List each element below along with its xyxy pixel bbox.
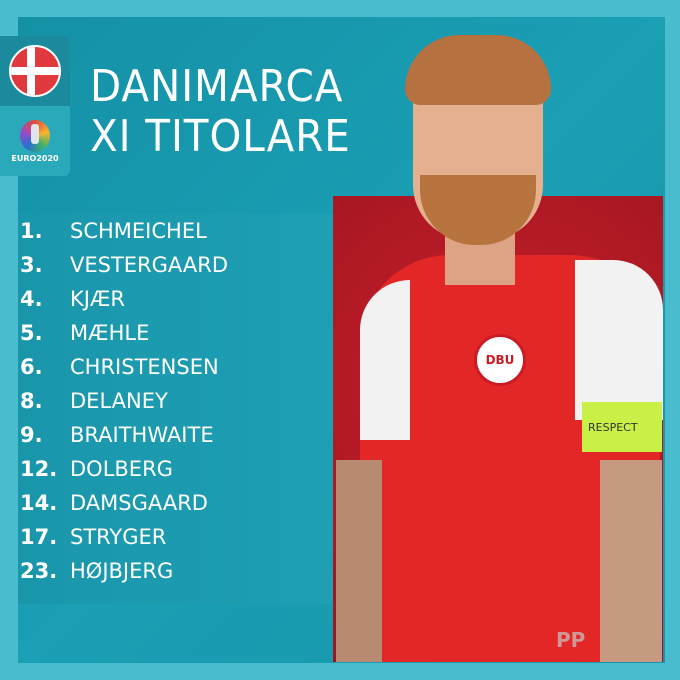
player-row: 14. DAMSGAARD	[20, 486, 208, 520]
title-line-2: XI TITOLARE	[90, 111, 351, 162]
player-number: 4.	[20, 287, 43, 311]
watermark: PP	[556, 628, 586, 652]
player-number: 12.	[20, 457, 58, 481]
player-row: 5. MÆHLE	[20, 316, 149, 350]
player-name: DELANEY	[70, 389, 168, 413]
player-row: 9. BRAITHWAITE	[20, 418, 214, 452]
player-row: 12. DOLBERG	[20, 452, 173, 486]
player-arm-right	[600, 460, 662, 662]
player-row: 23. HØJBJERG	[20, 554, 173, 588]
player-row: 4. KJÆR	[20, 282, 125, 316]
denmark-flag-icon	[9, 45, 61, 97]
player-row: 17. STRYGER	[20, 520, 166, 554]
player-name: DAMSGAARD	[70, 491, 208, 515]
player-arm-left	[336, 460, 382, 662]
shirt-sleeve-left	[360, 280, 410, 440]
badge-tab: EURO2020	[0, 36, 70, 176]
player-name: MÆHLE	[70, 321, 150, 345]
player-number: 17.	[20, 525, 58, 549]
player-name: VESTERGAARD	[70, 253, 229, 277]
player-name: BRAITHWAITE	[70, 423, 214, 447]
player-row: 1. SCHMEICHEL	[20, 214, 207, 248]
player-number: 1.	[20, 219, 43, 243]
title-line-1: DANIMARCA	[90, 61, 344, 112]
dbu-crest-icon: DBU	[474, 334, 526, 386]
euro-logo-text: EURO2020	[11, 153, 59, 163]
captain-armband: RESPECT	[582, 402, 662, 452]
player-number: 14.	[20, 491, 58, 515]
euro2020-logo-icon	[20, 119, 50, 152]
player-number: 3.	[20, 253, 43, 277]
headline: DANIMARCA XI TITOLARE	[90, 62, 351, 162]
player-name: HØJBJERG	[70, 559, 174, 583]
player-number: 5.	[20, 321, 43, 345]
player-number: 9.	[20, 423, 43, 447]
lineup-list	[18, 214, 333, 604]
player-name: SCHMEICHEL	[70, 219, 207, 243]
player-name: CHRISTENSEN	[70, 355, 219, 379]
player-name: STRYGER	[70, 525, 167, 549]
player-row: 6. CHRISTENSEN	[20, 350, 219, 384]
player-number: 23.	[20, 559, 58, 583]
shirt-sleeve-right	[575, 260, 663, 420]
player-row: 8. DELANEY	[20, 384, 168, 418]
player-number: 8.	[20, 389, 43, 413]
player-hair	[405, 35, 551, 105]
player-name: KJÆR	[70, 287, 126, 311]
player-number: 6.	[20, 355, 43, 379]
player-name: DOLBERG	[70, 457, 173, 481]
player-row: 3. VESTERGAARD	[20, 248, 228, 282]
